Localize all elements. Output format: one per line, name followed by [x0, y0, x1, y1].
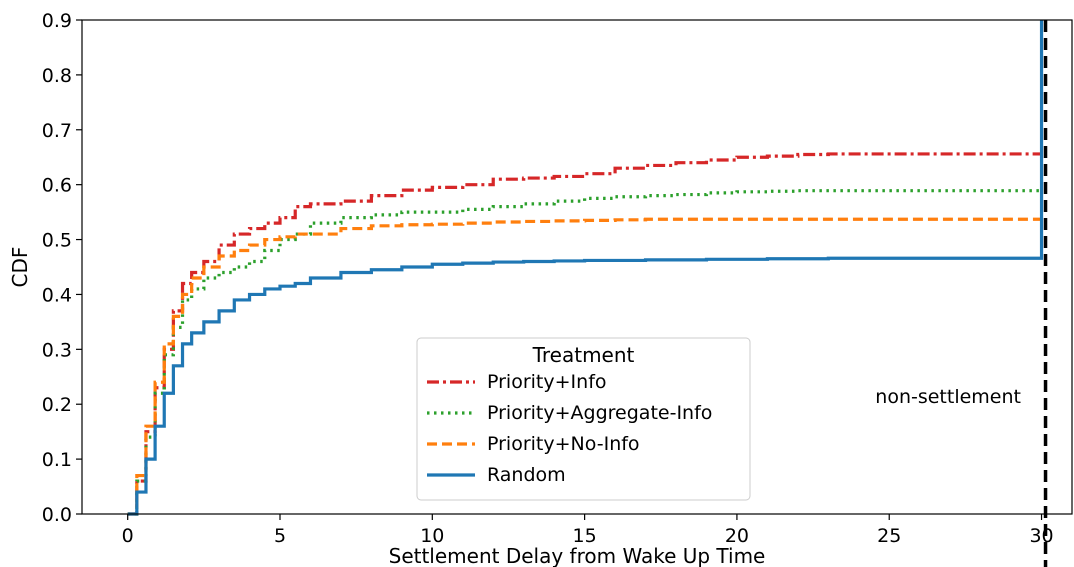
legend-label: Priority+Info: [487, 371, 607, 393]
y-tick-label: 0.7: [42, 120, 72, 142]
legend-items: Priority+Info Priority+Aggregate-Info Prio…: [427, 371, 712, 486]
x-axis-label: Settlement Delay from Wake Up Time: [389, 544, 766, 567]
x-tick-label: 10: [420, 525, 444, 547]
legend-title: Treatment: [532, 343, 635, 367]
series-line-priority-no-info: [127, 217, 1042, 516]
legend-label: Priority+No-Info: [487, 433, 640, 455]
y-tick-label: 0.5: [42, 230, 72, 252]
series-line-priority-info: [127, 152, 1042, 516]
x-tick-label: 15: [573, 525, 597, 547]
legend-box: [416, 337, 751, 501]
y-tick-label: 0.9: [42, 10, 72, 32]
x-tick-label: 5: [274, 525, 286, 547]
legend-label: Priority+Aggregate-Info: [487, 402, 712, 424]
x-tick-label: 0: [122, 525, 134, 547]
y-tick-label: 0.2: [42, 394, 72, 416]
x-axis: 0 5 10 15 20 25 30: [122, 514, 1054, 547]
y-tick-label: 0.0: [42, 504, 72, 526]
x-tick-label: 30: [1029, 525, 1053, 547]
x-tick-label: 25: [877, 525, 901, 547]
y-tick-label: 0.6: [42, 175, 72, 197]
non-settlement-annotation: non-settlement: [875, 386, 1021, 408]
series-line-random: [127, 20, 1044, 516]
legend: Treatment Priority+Info Priority+Aggregat…: [416, 337, 751, 501]
plot-frame: [81, 19, 1073, 515]
y-axis: 0.0 0.1 0.2 0.3 0.4 0.5 0.6 0.7 0.8 0.9: [42, 10, 82, 526]
legend-label: Random: [487, 464, 566, 486]
y-axis-label: CDF: [8, 247, 32, 288]
y-tick-label: 0.1: [42, 449, 72, 471]
y-tick-label: 0.8: [42, 65, 72, 87]
plot-lines: [127, 20, 1044, 516]
x-tick-label: 20: [725, 525, 749, 547]
y-tick-label: 0.3: [42, 339, 72, 361]
y-tick-label: 0.4: [42, 284, 72, 306]
series-line-priority-aggregate-info: [127, 189, 1042, 516]
